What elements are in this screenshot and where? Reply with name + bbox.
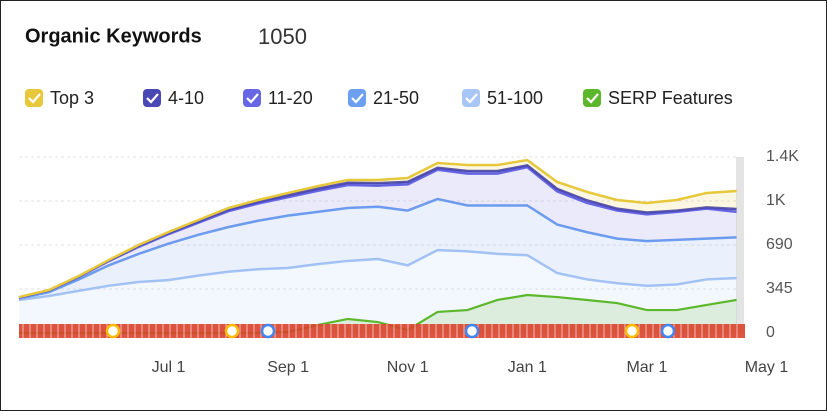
event-icon	[660, 323, 676, 339]
y-tick-label: 0	[766, 324, 775, 341]
series-line	[18, 158, 737, 299]
legend-label: 51-100	[487, 88, 543, 108]
legend-checkbox[interactable]	[25, 89, 43, 107]
check-mark	[351, 93, 364, 104]
total: 1050	[258, 24, 307, 49]
legend-label: SERP Features	[608, 88, 733, 108]
legend-checkbox[interactable]	[348, 89, 366, 107]
x-tick-label: Jan 1	[508, 359, 547, 376]
legend-item[interactable]: SERP Features	[583, 88, 733, 108]
legend-checkbox[interactable]	[583, 89, 601, 107]
legend-item[interactable]: 4-10	[143, 88, 204, 108]
title: Organic Keywords	[25, 25, 202, 47]
area-fill	[19, 199, 737, 300]
legend-item[interactable]: Top 3	[25, 88, 94, 108]
check-mark	[586, 93, 599, 104]
check-mark	[246, 93, 259, 104]
event-icon	[105, 323, 121, 339]
area-fill	[19, 167, 737, 299]
event-icon	[624, 323, 640, 339]
scroll-edge	[736, 157, 744, 333]
y-tick-label: 345	[766, 280, 793, 297]
plot: 0 345 690 1K 1.4K Jul 1 Sep 1 Nov 1 Jan 1 Mar 1 Ma…	[18, 148, 799, 376]
event-icon	[464, 323, 480, 339]
legend-checkbox[interactable]	[143, 89, 161, 107]
legend-item[interactable]: 21-50	[348, 88, 419, 108]
x-tick-label: Mar 1	[626, 359, 667, 376]
event-icon	[224, 323, 240, 339]
legend-label: Top 3	[50, 88, 94, 108]
y-tick-label: 1K	[766, 192, 786, 209]
check-mark	[465, 93, 478, 104]
legend-checkbox[interactable]	[462, 89, 480, 107]
x-tick-label: Jul 1	[152, 359, 186, 376]
x-tick-label: May 1	[745, 359, 789, 376]
y-tick-label: 690	[766, 236, 793, 253]
legend: Top 3 4-10 11-20 21-50 51-100 SERP Features	[25, 88, 733, 108]
series-line	[18, 248, 737, 302]
y-tick-label: 1.4K	[766, 148, 799, 165]
x-tick-label: Sep 1	[267, 359, 309, 376]
legend-label: 21-50	[373, 88, 419, 108]
legend-label: 4-10	[168, 88, 204, 108]
check-mark	[146, 93, 159, 104]
legend-checkbox[interactable]	[243, 89, 261, 107]
series-line	[18, 197, 737, 300]
legend-item[interactable]: 51-100	[462, 88, 543, 108]
x-tick-label: Nov 1	[387, 359, 429, 376]
legend-item[interactable]: 11-20	[243, 88, 313, 108]
check-mark	[28, 93, 41, 104]
area-fill	[19, 250, 737, 333]
event-icon	[260, 323, 276, 339]
legend-label: 11-20	[268, 88, 313, 108]
event-strip	[19, 324, 745, 338]
area-fill	[19, 294, 737, 333]
